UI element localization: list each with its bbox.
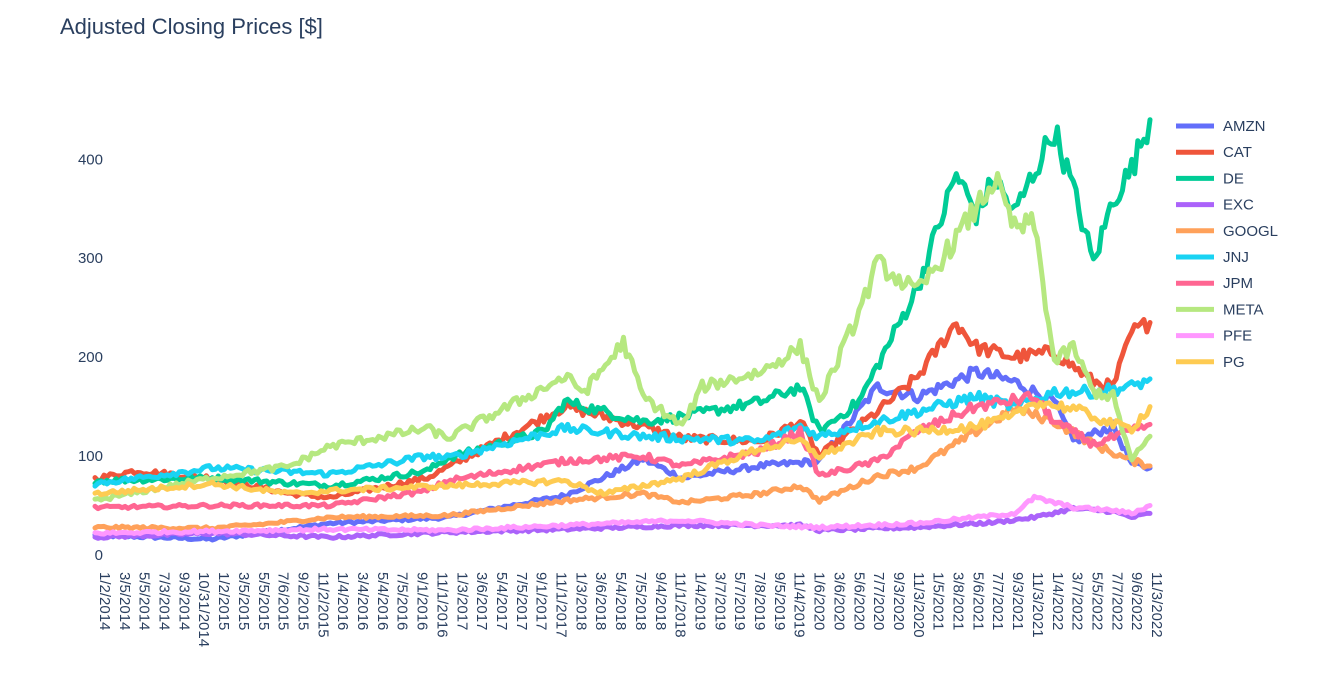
legend-item-pg[interactable]: PG (1176, 354, 1245, 371)
series-line-pg[interactable] (92, 400, 1153, 498)
y-tick-label: 0 (95, 547, 103, 564)
x-tick-label: 9/2/2015 (295, 572, 312, 630)
x-tick-label: 7/5/2016 (394, 572, 411, 630)
y-tick-label: 300 (78, 250, 103, 267)
x-tick-label: 11/3/2022 (1148, 572, 1165, 638)
x-tick-label: 5/4/2016 (374, 572, 391, 630)
x-tick-label: 1/4/2022 (1049, 572, 1066, 630)
x-tick-label: 7/6/2015 (275, 572, 292, 630)
legend-label: META (1223, 301, 1264, 318)
y-axis: 0 100 200 300 400 (78, 151, 103, 564)
x-tick-label: 11/2/2015 (314, 572, 331, 638)
x-tick-label: 3/7/2022 (1069, 572, 1086, 630)
x-tick-label: 11/1/2018 (672, 572, 689, 638)
x-tick-label: 9/5/2019 (771, 572, 788, 630)
x-tick-label: 1/6/2020 (811, 572, 828, 630)
x-tick-label: 11/1/2017 (553, 572, 570, 638)
x-tick-label: 5/4/2017 (493, 572, 510, 630)
series-line-de[interactable] (92, 117, 1153, 491)
x-tick-label: 5/6/2020 (850, 572, 867, 630)
legend-item-meta[interactable]: META (1176, 301, 1264, 318)
legend-item-pfe[interactable]: PFE (1176, 328, 1252, 345)
x-tick-label: 5/5/2014 (136, 572, 153, 630)
legend-label: EXC (1223, 197, 1254, 214)
legend-label: PG (1223, 354, 1245, 371)
x-tick-label: 7/5/2018 (632, 572, 649, 630)
x-tick-label: 1/3/2018 (572, 572, 589, 630)
x-tick-label: 5/5/2015 (255, 572, 272, 630)
x-tick-label: 1/4/2016 (334, 572, 351, 630)
x-tick-label: 3/7/2019 (711, 572, 728, 630)
chart-title: Adjusted Closing Prices [$] (60, 14, 323, 39)
x-tick-label: 5/7/2019 (731, 572, 748, 630)
x-tick-label: 3/5/2014 (116, 572, 133, 630)
x-tick-label: 1/2/2015 (215, 572, 232, 630)
series-line-meta[interactable] (92, 171, 1153, 503)
x-tick-label: 3/6/2018 (592, 572, 609, 630)
legend-item-googl[interactable]: GOOGL (1176, 223, 1278, 240)
x-tick-label: 5/6/2021 (969, 572, 986, 630)
legend-label: GOOGL (1223, 223, 1278, 240)
legend-label: JPM (1223, 275, 1253, 292)
legend-item-jpm[interactable]: JPM (1176, 275, 1253, 292)
x-axis: 1/2/2014 3/5/2014 5/5/2014 7/3/2014 9/3/2014… (96, 572, 1165, 647)
x-tick-label: 7/3/2014 (156, 572, 173, 630)
legend-item-amzn[interactable]: AMZN (1176, 118, 1266, 135)
x-tick-label: 1/4/2019 (692, 572, 709, 630)
legend-label: DE (1223, 170, 1244, 187)
x-tick-label: 3/4/2016 (354, 572, 371, 630)
x-tick-label: 1/5/2021 (930, 572, 947, 630)
x-tick-label: 5/4/2018 (612, 572, 629, 630)
x-tick-label: 7/5/2017 (513, 572, 530, 630)
x-tick-label: 5/5/2022 (1089, 572, 1106, 630)
x-tick-label: 9/3/2014 (175, 572, 192, 630)
series-line-exc[interactable] (92, 504, 1153, 541)
legend-item-de[interactable]: DE (1176, 170, 1244, 187)
y-tick-label: 200 (78, 349, 103, 366)
x-tick-label: 3/5/2015 (235, 572, 252, 630)
series-line-jpm[interactable] (92, 390, 1153, 512)
x-tick-label: 9/3/2021 (1009, 572, 1026, 630)
x-tick-label: 7/7/2021 (989, 572, 1006, 630)
x-tick-label: 9/1/2017 (533, 572, 550, 630)
y-tick-label: 100 (78, 448, 103, 465)
legend-item-cat[interactable]: CAT (1176, 144, 1252, 161)
x-tick-label: 11/1/2016 (433, 572, 450, 638)
plot-area (92, 117, 1153, 543)
x-tick-label: 7/7/2020 (870, 572, 887, 630)
x-tick-label: 10/31/2014 (195, 572, 212, 647)
legend-label: CAT (1223, 144, 1252, 161)
series-line-pfe[interactable] (92, 493, 1153, 537)
legend-item-exc[interactable]: EXC (1176, 197, 1254, 214)
x-tick-label: 9/4/2018 (652, 572, 669, 630)
legend-label: AMZN (1223, 118, 1266, 135)
x-tick-label: 1/2/2014 (96, 572, 113, 630)
x-tick-label: 7/7/2022 (1108, 572, 1125, 630)
x-tick-label: 9/6/2022 (1128, 572, 1145, 630)
x-tick-label: 1/3/2017 (453, 572, 470, 630)
x-tick-label: 11/3/2020 (910, 572, 927, 638)
x-tick-label: 9/1/2016 (414, 572, 431, 630)
legend-label: PFE (1223, 328, 1252, 345)
x-tick-label: 11/3/2021 (1029, 572, 1046, 638)
x-tick-label: 3/6/2017 (473, 572, 490, 630)
y-tick-label: 400 (78, 151, 103, 168)
legend-item-jnj[interactable]: JNJ (1176, 249, 1249, 266)
x-tick-label: 11/4/2019 (791, 572, 808, 638)
x-tick-label: 9/3/2020 (890, 572, 907, 630)
legend: AMZN CAT DE EXC GOOGL JNJ JPM META PFE PG (1176, 118, 1278, 371)
x-tick-label: 3/8/2021 (950, 572, 967, 630)
legend-label: JNJ (1223, 249, 1249, 266)
series-line-googl[interactable] (92, 404, 1153, 532)
x-tick-label: 7/8/2019 (751, 572, 768, 630)
x-tick-label: 3/6/2020 (830, 572, 847, 630)
